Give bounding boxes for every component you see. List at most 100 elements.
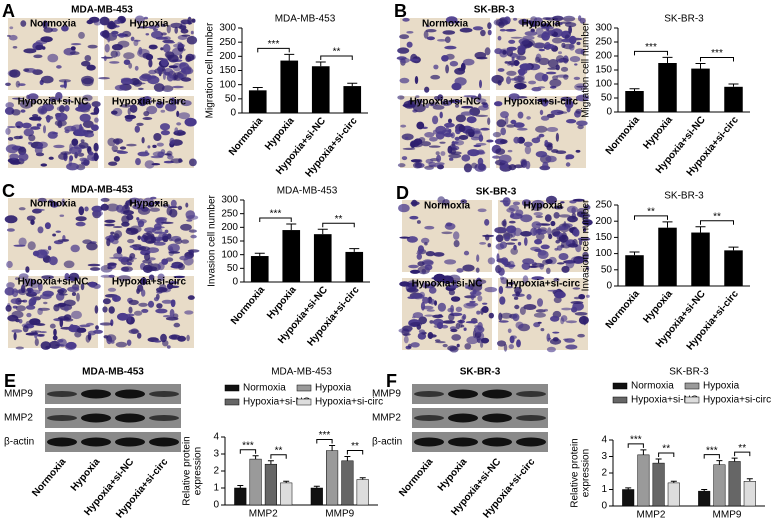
stained-cell: [530, 227, 538, 236]
stained-cell: [71, 138, 79, 147]
stained-cell: [454, 136, 460, 141]
stained-cell: [7, 314, 19, 322]
stained-cell: [180, 28, 189, 34]
stained-cell: [190, 30, 194, 35]
stained-cell: [28, 134, 36, 142]
stained-cell: [583, 317, 587, 326]
stained-cell: [545, 155, 557, 163]
stained-cell: [524, 31, 538, 36]
stained-cell: [466, 336, 479, 345]
stained-cell: [142, 259, 152, 264]
stained-cell: [156, 303, 163, 309]
stained-cell: [11, 329, 23, 333]
stained-cell: [120, 209, 124, 214]
stained-cell: [444, 122, 455, 128]
stained-cell: [159, 284, 167, 292]
stained-cell: [549, 78, 562, 87]
stained-cell: [402, 147, 416, 150]
stained-cell: [469, 300, 476, 304]
stained-cell: [568, 43, 575, 51]
stained-cell: [510, 238, 518, 241]
stained-cell: [543, 100, 555, 103]
y-axis-label: Relative protein: [570, 438, 581, 507]
panel-heading: SK-BR-3: [474, 5, 515, 16]
significance-bracket: [322, 222, 355, 228]
stained-cell: [572, 199, 581, 202]
stained-cell: [560, 96, 573, 102]
stained-cell: [160, 130, 170, 136]
stained-cell: [450, 296, 461, 302]
error-bar: [252, 455, 259, 460]
stained-cell: [521, 39, 535, 47]
significance-label: **: [662, 444, 670, 455]
stained-cell: [137, 235, 141, 241]
stained-cell: [438, 314, 443, 317]
micrograph: [4, 92, 101, 171]
y-tick-label: 150: [221, 236, 238, 247]
stained-cell: [537, 298, 543, 307]
legend-swatch: [224, 384, 240, 392]
stained-cell: [56, 65, 62, 69]
stained-cell: [17, 83, 26, 86]
blot-strip: [45, 408, 181, 428]
stained-cell: [506, 207, 515, 213]
stained-cell: [108, 20, 116, 30]
significance-label: ***: [268, 39, 280, 50]
stained-cell: [482, 302, 488, 305]
stained-cell: [451, 82, 462, 91]
stained-cell: [40, 163, 48, 167]
stained-cell: [518, 18, 529, 26]
stained-cell: [18, 318, 23, 324]
protein-label: β-actin: [4, 437, 34, 448]
stained-cell: [553, 212, 560, 219]
stained-cell: [168, 251, 180, 254]
stained-cell: [5, 82, 11, 87]
stained-cell: [138, 302, 148, 307]
stained-cell: [153, 83, 165, 92]
stained-cell: [99, 322, 113, 326]
significance-bracket: [257, 47, 290, 53]
stained-cell: [422, 305, 434, 310]
stained-cell: [69, 146, 82, 155]
bar: [713, 464, 726, 507]
stained-cell: [476, 254, 480, 262]
stained-cell: [568, 25, 572, 34]
error-bar: [716, 460, 723, 465]
stained-cell: [415, 95, 420, 98]
stained-cell: [584, 259, 588, 263]
stained-cell: [416, 324, 422, 330]
legend-label: Hypoxia: [315, 383, 352, 394]
stained-cell: [130, 36, 135, 42]
stained-cell: [416, 159, 423, 164]
stained-cell: [148, 44, 158, 50]
stained-cell: [114, 19, 122, 25]
stained-cell: [126, 143, 137, 147]
stained-cell: [128, 199, 132, 204]
stained-cell: [157, 273, 165, 282]
stained-cell: [444, 222, 456, 230]
stained-cell: [10, 298, 21, 304]
stained-cell: [55, 112, 68, 122]
stained-cell: [15, 277, 19, 280]
stained-cell: [64, 99, 72, 103]
bar: [652, 462, 665, 507]
stained-cell: [448, 153, 462, 159]
stained-cell: [419, 291, 425, 299]
image-label: Hypoxia+si-circ: [112, 97, 187, 108]
stained-cell: [107, 287, 117, 292]
stained-cell: [497, 35, 502, 41]
stained-cell: [155, 226, 165, 229]
stained-cell: [121, 221, 130, 227]
stained-cell: [533, 212, 543, 216]
stained-cell: [498, 228, 507, 233]
stained-cell: [13, 244, 26, 247]
stained-cell: [58, 338, 67, 348]
stained-cell: [403, 335, 409, 344]
y-tick-label: 0: [232, 277, 238, 288]
stained-cell: [57, 289, 64, 294]
stained-cell: [162, 43, 171, 53]
stained-cell: [479, 242, 487, 245]
stained-cell: [556, 262, 565, 265]
stained-cell: [17, 300, 25, 303]
stained-cell: [421, 141, 431, 147]
